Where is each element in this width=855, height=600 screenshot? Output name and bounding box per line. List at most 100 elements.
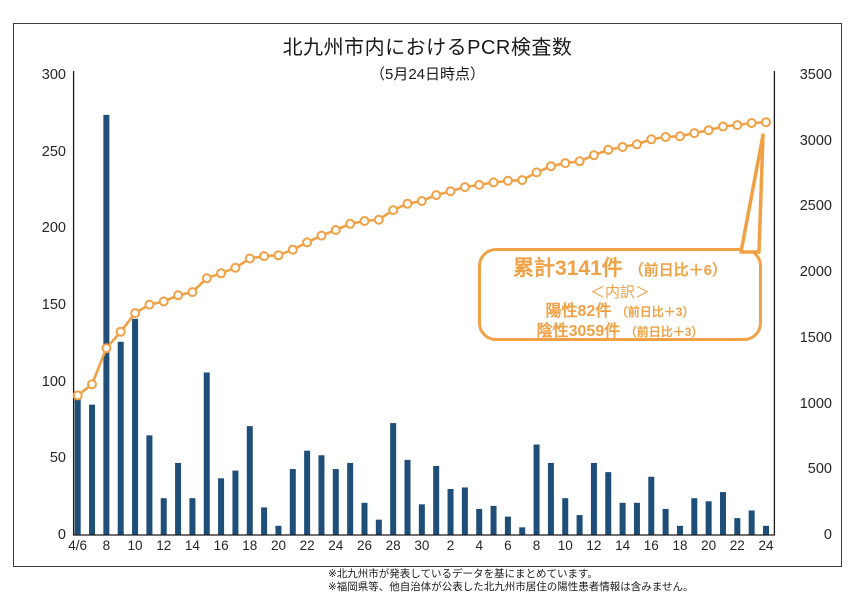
right-axis-tick-labels: 0 500 1000 1500 2000 2500 3000 3500 (782, 67, 832, 543)
cumulative-point (287, 244, 298, 255)
breakdown-header: ＜内訳＞ (589, 284, 650, 301)
cumulative-point (474, 179, 485, 190)
cumulative-point (703, 125, 714, 136)
x-axis-tick-labels: 4/6 8 10 12 14 16 18 20 22 24 26 28 30 2 4 6 8 10 12 14 16 18… (68, 538, 775, 556)
x-axis-tick: 24 (758, 538, 774, 553)
footnote-scope: ※福岡県等、他自治体が公表した北九州市居住の陽性患者情報は含みません。 (328, 581, 694, 593)
bar-daily-tests (146, 435, 153, 535)
left-axis-tick-labels: 0 50 100 150 200 250 300 (0, 67, 66, 543)
bar-daily-tests (562, 498, 569, 535)
bar-daily-tests (232, 470, 239, 535)
x-axis-tick: 28 (385, 538, 401, 553)
cumulative-point (560, 158, 571, 169)
left-axis-tick: 50 (49, 450, 66, 467)
bar-daily-tests (246, 426, 253, 535)
cumulative-point (345, 218, 356, 229)
cumulative-point (574, 156, 585, 167)
cumulative-point (445, 186, 456, 197)
bar-daily-tests (89, 404, 96, 535)
bar-daily-tests (390, 423, 397, 535)
x-axis-tick: 22 (299, 538, 315, 553)
chart-title: 北九州市内におけるPCR検査数 (282, 37, 573, 59)
bar-daily-tests (160, 498, 167, 535)
chart-subtitle: （5月24日時点） (369, 66, 486, 83)
bar-daily-tests (117, 341, 124, 535)
cumulative-point (660, 132, 671, 142)
cumulative-point (101, 343, 112, 354)
cumulative-point (144, 299, 155, 310)
bar-daily-tests (490, 505, 497, 535)
right-axis-tick: 500 (807, 461, 832, 478)
x-axis-tick: 8 (102, 538, 111, 553)
left-axis-tick: 250 (41, 143, 66, 160)
positive-count-label: 陽性82件 (545, 303, 612, 320)
right-axis-tick: 3500 (799, 67, 832, 83)
bar-daily-tests (590, 462, 597, 535)
x-axis-tick: 14 (184, 538, 200, 553)
title-block: 北九州市内におけるPCR検査数 （5月24日時点） (13, 31, 842, 84)
bar-daily-tests (418, 504, 425, 535)
bar-daily-tests (189, 498, 196, 535)
x-axis-tick: 6 (504, 538, 512, 553)
total-diff-label: （前日比＋6） (628, 262, 727, 279)
bar-daily-tests (576, 515, 583, 535)
cumulative-point (416, 196, 427, 206)
bar-daily-tests (361, 502, 368, 535)
bar-daily-tests (275, 525, 282, 535)
bar-daily-tests (533, 444, 540, 535)
bar-daily-tests (103, 114, 110, 535)
footnote-source: ※北九州市が発表しているデータを基にまとめています。 (328, 568, 598, 580)
left-axis-tick: 100 (41, 373, 66, 390)
callout-total-line: 累計3141件 （前日比＋6） (481, 257, 759, 283)
bar-daily-tests (404, 459, 411, 535)
cumulative-point (87, 379, 97, 390)
cumulative-point (531, 167, 542, 178)
bar-daily-tests (504, 516, 511, 535)
cumulative-point (502, 175, 513, 186)
footnotes: ※北九州市が発表しているデータを基にまとめています。 ※福岡県等、他自治体が公表… (291, 568, 851, 594)
x-axis-tick: 4 (475, 538, 483, 553)
bar-daily-tests (289, 469, 296, 535)
cumulative-point (388, 205, 399, 216)
x-axis-tick: 10 (127, 538, 143, 553)
bar-daily-tests (633, 502, 640, 535)
cumulative-point (732, 120, 743, 131)
bar-daily-tests (662, 508, 669, 535)
x-axis-tick: 30 (414, 538, 430, 553)
bar-daily-tests (676, 525, 683, 535)
x-axis-tick: 22 (729, 538, 745, 553)
cumulative-point (631, 139, 642, 150)
cumulative-point (459, 182, 470, 193)
cumulative-point (488, 177, 499, 188)
x-axis-tick: 18 (242, 538, 258, 553)
bar-daily-tests (719, 492, 726, 535)
cumulative-point (746, 118, 757, 128)
cumulative-point (130, 308, 141, 319)
cumulative-point (173, 290, 184, 301)
cumulative-total-callout: 累計3141件 （前日比＋6） ＜内訳＞ 陽性82件 （前日比＋3） 陰性305… (478, 248, 762, 341)
negative-diff-label: （前日比＋3） (624, 325, 704, 339)
bar-daily-tests (175, 462, 182, 535)
cumulative-point (316, 230, 327, 241)
x-axis-tick: 26 (356, 538, 372, 553)
x-axis-tick: 16 (643, 538, 659, 553)
right-axis-tick: 2500 (799, 198, 832, 215)
bar-daily-tests (605, 472, 612, 535)
plot-area (72, 71, 776, 536)
bar-daily-tests (447, 489, 454, 535)
bar-daily-tests (461, 487, 468, 535)
total-count-label: 累計3141件 (513, 257, 623, 280)
x-axis-tick: 24 (328, 538, 344, 553)
cumulative-point (330, 225, 341, 235)
x-axis-tick: 2 (446, 538, 455, 553)
cumulative-point (402, 198, 413, 209)
cumulative-point (603, 144, 614, 155)
cumulative-point (373, 214, 384, 225)
cumulative-point (244, 253, 255, 264)
bar-daily-tests (648, 476, 655, 535)
cumulative-point (517, 175, 528, 186)
cumulative-point (158, 296, 169, 307)
bar-daily-tests (74, 397, 81, 535)
x-axis-tick: 18 (672, 538, 688, 553)
